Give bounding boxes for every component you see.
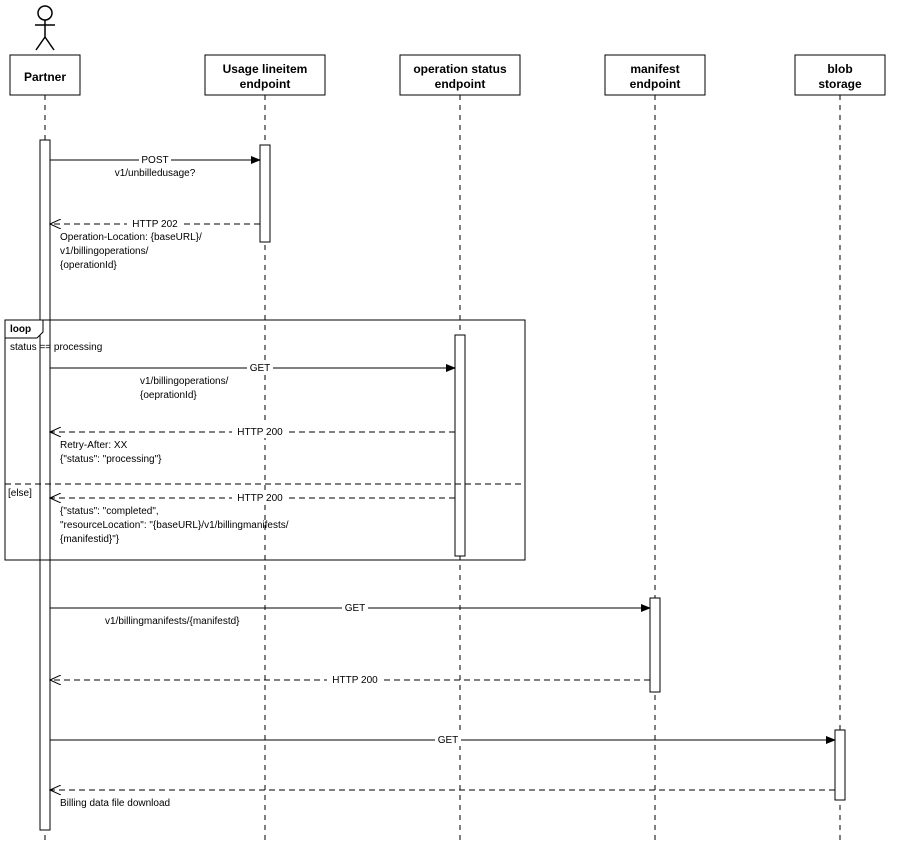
message-mid-label-0: POST xyxy=(141,155,168,166)
message-mid-label-4: HTTP 200 xyxy=(237,493,283,504)
participant-label-blob-2: storage xyxy=(818,77,862,91)
message-below-2-1: {oeprationId} xyxy=(140,390,197,401)
message-below-2-0: v1/billingoperations/ xyxy=(140,376,229,387)
message-below-3-1: {"status": "processing"} xyxy=(60,454,162,465)
message-mid-label-3: HTTP 200 xyxy=(237,427,283,438)
activation-usage xyxy=(260,145,270,242)
message-below-3-0: Retry-After: XX xyxy=(60,440,128,451)
message-below-4-2: {manifestid}"} xyxy=(60,534,120,545)
message-mid-label-6: HTTP 200 xyxy=(332,675,378,686)
activation-manifest xyxy=(650,598,660,692)
message-below-1-2: {operationId} xyxy=(60,260,117,271)
participant-label-opstatus-2: endpoint xyxy=(435,77,486,91)
activation-opstatus xyxy=(455,335,465,556)
message-mid-label-1: HTTP 202 xyxy=(132,219,178,230)
loop-condition: status == processing xyxy=(10,342,102,353)
activation-partner xyxy=(40,140,50,830)
message-below-8-0: Billing data file download xyxy=(60,798,170,809)
message-mid-label-2: GET xyxy=(250,363,271,374)
participant-label-partner: Partner xyxy=(24,70,66,84)
participant-label-blob-1: blob xyxy=(827,62,852,76)
message-below-4-1: "resourceLocation": "{baseURL}/v1/billin… xyxy=(60,520,289,531)
sequence-diagram: loop status == processing [else] POST v1/unb… xyxy=(0,0,912,851)
message-below-0-0: v1/unbilledusage? xyxy=(115,168,196,179)
message-below-4-0: {"status": "completed", xyxy=(60,506,159,517)
loop-tab-label: loop xyxy=(10,324,31,335)
participant-label-usage-2: endpoint xyxy=(240,77,291,91)
activation-blob xyxy=(835,730,845,800)
participant-label-manifest-1: manifest xyxy=(630,62,679,76)
participant-label-opstatus-1: operation status xyxy=(413,62,507,76)
message-mid-label-5: GET xyxy=(345,603,366,614)
participant-label-manifest-2: endpoint xyxy=(630,77,681,91)
loop-else-label: [else] xyxy=(8,488,32,499)
message-below-5-0: v1/billingmanifests/{manifestd} xyxy=(105,616,240,627)
participant-label-usage-1: Usage lineitem xyxy=(223,62,308,76)
message-below-1-0: Operation-Location: {baseURL}/ xyxy=(60,232,202,243)
message-below-1-1: v1/billingoperations/ xyxy=(60,246,149,257)
actor-head-icon xyxy=(38,6,52,20)
message-mid-label-7: GET xyxy=(438,735,459,746)
